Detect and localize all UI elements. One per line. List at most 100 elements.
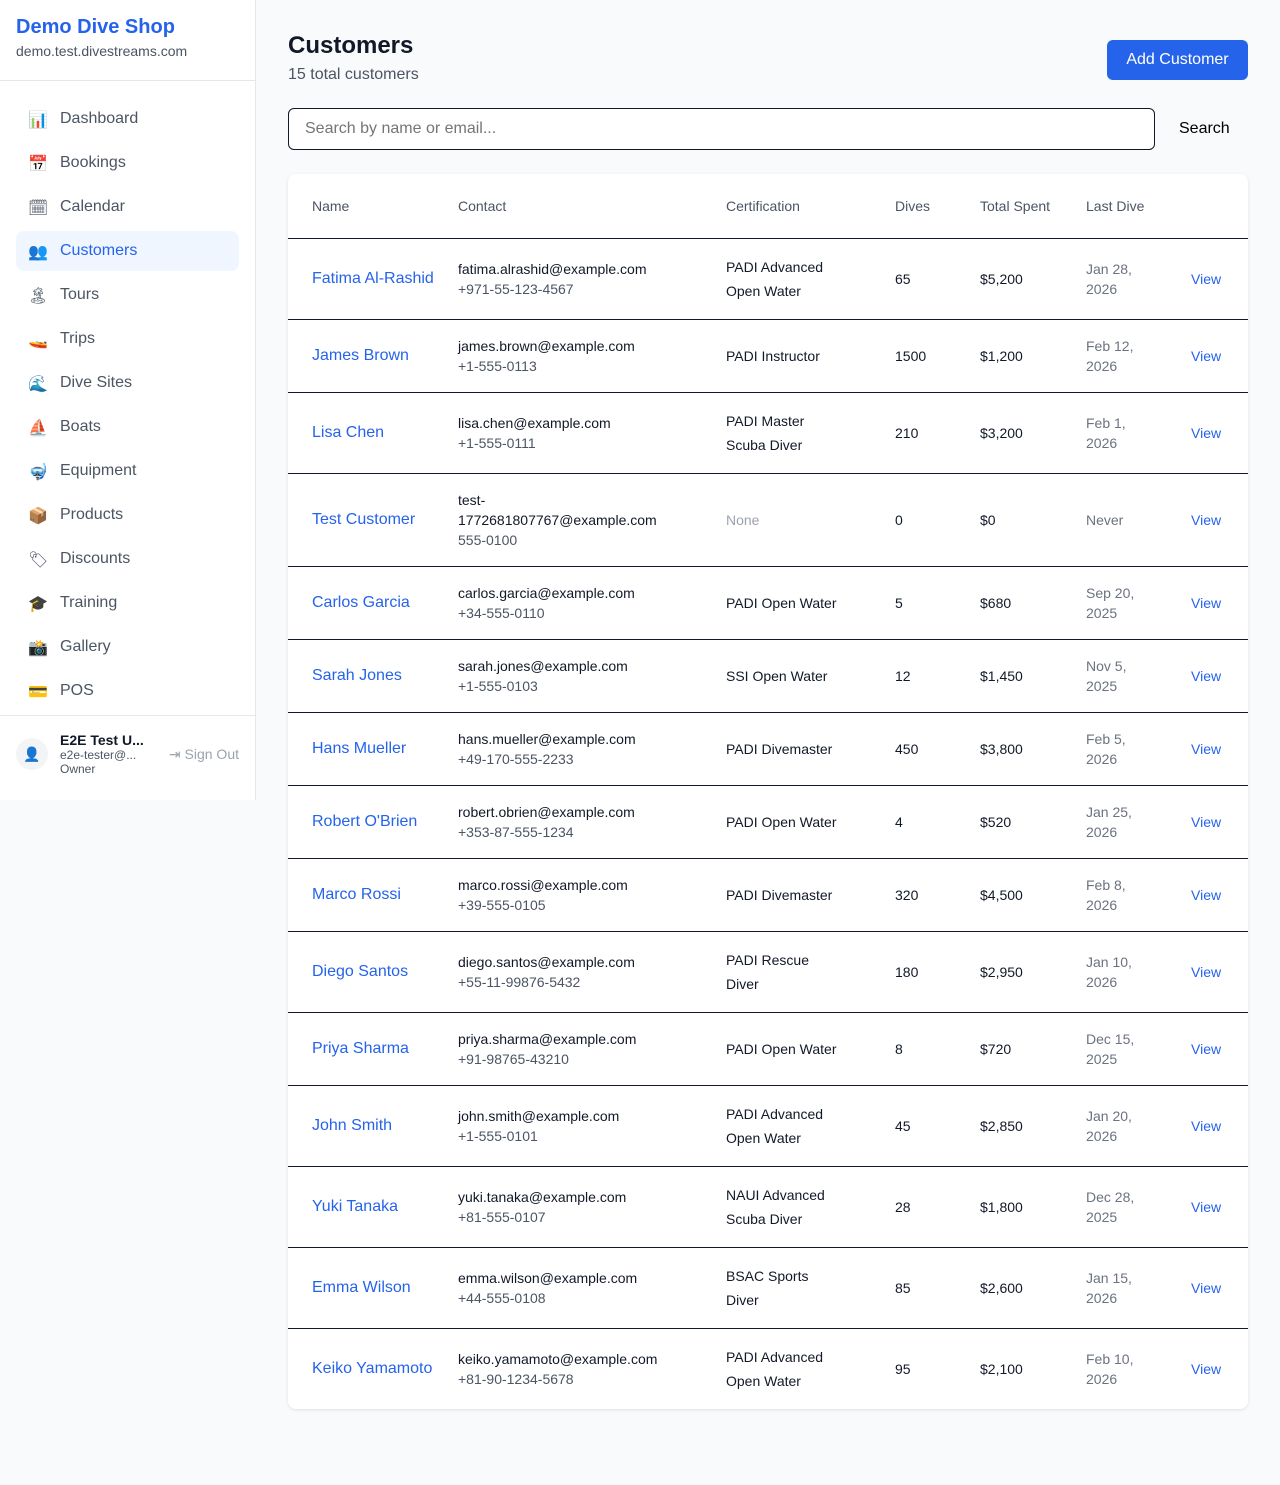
view-link[interactable]: View (1191, 1360, 1222, 1377)
customer-name-link[interactable]: Carlos Garcia (312, 593, 410, 611)
sidebar-item-label: Products (60, 506, 124, 523)
certification: PADI Master Scuba Diver (726, 412, 805, 453)
customer-name-link[interactable]: Hans Mueller (312, 739, 407, 757)
total-spent: $520 (956, 785, 1062, 859)
dives: 28 (871, 1166, 956, 1248)
certification: PADI Advanced Open Water (726, 258, 824, 299)
dives: 4 (871, 785, 956, 859)
training-icon: 🎓 (28, 593, 48, 613)
search-row: Search (288, 108, 1248, 150)
customer-name-link[interactable]: John Smith (312, 1116, 393, 1134)
customer-email: sarah.jones@example.com (458, 657, 628, 674)
column-header: Last Dive (1062, 174, 1167, 239)
sidebar-item-boats[interactable]: ⛵ Boats (16, 407, 239, 447)
sidebar-item-trips[interactable]: 🚤 Trips (16, 319, 239, 359)
shop-name[interactable]: Demo Dive Shop (16, 16, 175, 38)
sidebar-item-gallery[interactable]: 📸 Gallery (16, 627, 239, 667)
view-link[interactable]: View (1191, 1279, 1222, 1296)
customer-phone: +971-55-123-4567 (458, 280, 574, 297)
customer-phone: +1-555-0103 (458, 677, 538, 694)
column-header: Total Spent (956, 174, 1062, 239)
customer-name-link[interactable]: Sarah Jones (312, 666, 402, 684)
view-link[interactable]: View (1191, 886, 1222, 903)
sidebar-item-label: Gallery (60, 638, 111, 655)
sidebar-item-pos[interactable]: 💳 POS (16, 671, 239, 711)
view-link[interactable]: View (1191, 1040, 1222, 1057)
certification: PADI Divemaster (726, 740, 833, 757)
dives: 45 (871, 1085, 956, 1167)
sidebar-item-label: Calendar (60, 198, 125, 215)
customer-email: lisa.chen@example.com (458, 414, 611, 431)
table-row: Hans Mueller hans.mueller@example.com +49… (288, 712, 1248, 786)
sidebar-item-label: Discounts (60, 550, 131, 567)
customer-name-link[interactable]: Keiko Yamamoto (312, 1359, 433, 1377)
customer-email: hans.mueller@example.com (458, 730, 636, 747)
customer-name-link[interactable]: Yuki Tanaka (312, 1197, 398, 1215)
customer-name-link[interactable]: Marco Rossi (312, 885, 401, 903)
customer-email: test- 1772681807767@example.com (458, 491, 657, 528)
column-header: Dives (871, 174, 956, 239)
sidebar-item-label: Dive Sites (60, 374, 133, 391)
sidebar-nav: 📊 Dashboard 📅 Bookings 🗓 Calendar 👥 Customers 🏝 T… (0, 81, 255, 711)
sidebar-item-label: Customers (60, 242, 138, 259)
certification: PADI Advanced Open Water (726, 1348, 824, 1389)
customer-name-link[interactable]: Priya Sharma (312, 1039, 409, 1057)
customer-email: fatima.alrashid@example.com (458, 260, 647, 277)
sidebar-item-label: Bookings (60, 154, 126, 171)
view-link[interactable]: View (1191, 424, 1222, 441)
sign-out-button[interactable]: ⇥ Sign Out (169, 746, 239, 763)
view-link[interactable]: View (1191, 270, 1222, 287)
view-link[interactable]: View (1191, 963, 1222, 980)
view-link[interactable]: View (1191, 347, 1222, 364)
sidebar-item-bookings[interactable]: 📅 Bookings (16, 143, 239, 183)
last-dive: Jan 10, 2026 (1062, 931, 1167, 1013)
table-row: John Smith john.smith@example.com +1-555-… (288, 1085, 1248, 1167)
sidebar-item-dive-sites[interactable]: 🌊 Dive Sites (16, 363, 239, 403)
table-row: Lisa Chen lisa.chen@example.com +1-555-01… (288, 392, 1248, 474)
search-input[interactable] (288, 108, 1155, 150)
sidebar-item-training[interactable]: 🎓 Training (16, 583, 239, 623)
sidebar-item-equipment[interactable]: 🤿 Equipment (16, 451, 239, 491)
trips-icon: 🚤 (28, 329, 48, 349)
view-link[interactable]: View (1191, 667, 1222, 684)
customer-name-link[interactable]: James Brown (312, 346, 409, 364)
view-link[interactable]: View (1191, 511, 1222, 528)
dives: 95 (895, 1360, 911, 1377)
view-link[interactable]: View (1191, 594, 1222, 611)
sidebar-item-label: POS (60, 682, 94, 699)
sidebar-item-tours[interactable]: 🏝 Tours (16, 275, 239, 315)
certification: PADI Open Water (726, 594, 837, 611)
user-email: e2e-tester@... (60, 748, 137, 762)
sidebar-item-label: Dashboard (60, 110, 139, 127)
customer-name-link[interactable]: Test Customer (312, 510, 416, 528)
certification: PADI Rescue Diver (726, 951, 809, 992)
add-customer-button[interactable]: Add Customer (1107, 40, 1248, 80)
last-dive: Jan 20, 2026 (1062, 1085, 1167, 1167)
sidebar-item-customers[interactable]: 👥 Customers (16, 231, 239, 271)
customer-name-link[interactable]: Lisa Chen (312, 423, 385, 441)
view-link[interactable]: View (1191, 813, 1222, 830)
customer-name-link[interactable]: Diego Santos (312, 962, 409, 980)
sidebar-item-discounts[interactable]: 🏷 Discounts (16, 539, 239, 579)
sidebar-item-dashboard[interactable]: 📊 Dashboard (16, 99, 239, 139)
dives: 320 (871, 858, 956, 932)
total-spent: $2,850 (956, 1085, 1062, 1167)
sidebar-item-label: Training (60, 594, 118, 611)
sidebar-item-calendar[interactable]: 🗓 Calendar (16, 187, 239, 227)
view-link[interactable]: View (1191, 740, 1222, 757)
sign-out-icon: ⇥ (168, 745, 181, 762)
sidebar-item-products[interactable]: 📦 Products (16, 495, 239, 535)
dives: 210 (871, 392, 956, 474)
customer-name-link[interactable]: Fatima Al-Rashid (312, 269, 434, 287)
table-row: Test Customer test- 1772681807767@example… (288, 473, 1248, 567)
total-spent: $680 (956, 566, 1062, 640)
customer-name-link[interactable]: Robert O'Brien (312, 812, 418, 830)
search-button[interactable]: Search (1179, 120, 1230, 137)
table-row: James Brown james.brown@example.com +1-55… (288, 319, 1248, 393)
customer-name-link[interactable]: Emma Wilson (312, 1278, 411, 1296)
view-link[interactable]: View (1191, 1198, 1222, 1215)
total-spent: $1,450 (956, 639, 1062, 713)
page-title: Customers (288, 32, 414, 59)
total-spent: $1,800 (956, 1166, 1062, 1248)
view-link[interactable]: View (1191, 1117, 1222, 1134)
